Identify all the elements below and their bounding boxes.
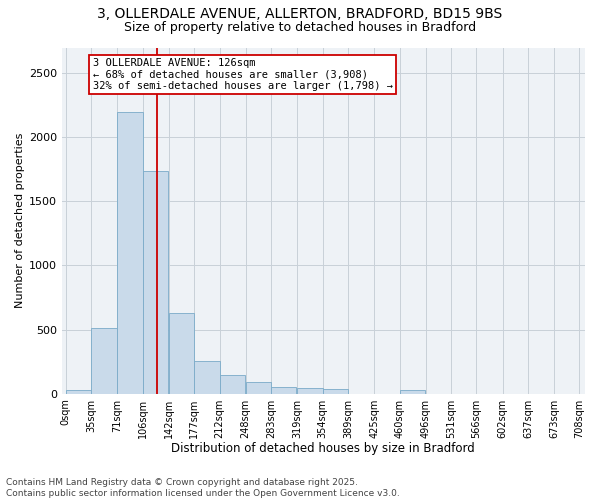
Y-axis label: Number of detached properties: Number of detached properties [15,133,25,308]
Bar [91,328,116,394]
Bar [143,170,168,394]
Text: 3 OLLERDALE AVENUE: 126sqm
← 68% of detached houses are smaller (3,908)
32% of s: 3 OLLERDALE AVENUE: 126sqm ← 68% of deta… [92,58,392,91]
Bar [246,382,271,394]
Bar [220,374,245,394]
Bar [194,361,220,394]
Bar [117,112,143,394]
Bar [271,386,296,394]
Bar [66,390,91,394]
Bar [323,390,348,394]
Bar [400,390,425,394]
Text: Contains HM Land Registry data © Crown copyright and database right 2025.
Contai: Contains HM Land Registry data © Crown c… [6,478,400,498]
Bar [169,314,194,394]
X-axis label: Distribution of detached houses by size in Bradford: Distribution of detached houses by size … [172,442,475,455]
Text: Size of property relative to detached houses in Bradford: Size of property relative to detached ho… [124,21,476,34]
Bar [297,388,323,394]
Text: 3, OLLERDALE AVENUE, ALLERTON, BRADFORD, BD15 9BS: 3, OLLERDALE AVENUE, ALLERTON, BRADFORD,… [97,8,503,22]
